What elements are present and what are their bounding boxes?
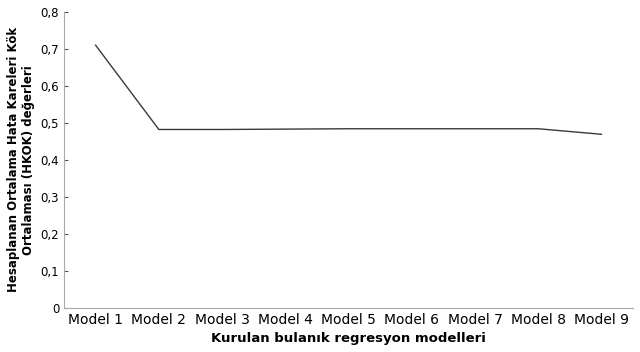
X-axis label: Kurulan bulanık regresyon modelleri: Kurulan bulanık regresyon modelleri: [211, 332, 486, 345]
Y-axis label: Hesaplanan Ortalama Hata Kareleri Kök
Ortalaması (HKOK) değerleri: Hesaplanan Ortalama Hata Kareleri Kök Or…: [7, 27, 35, 293]
